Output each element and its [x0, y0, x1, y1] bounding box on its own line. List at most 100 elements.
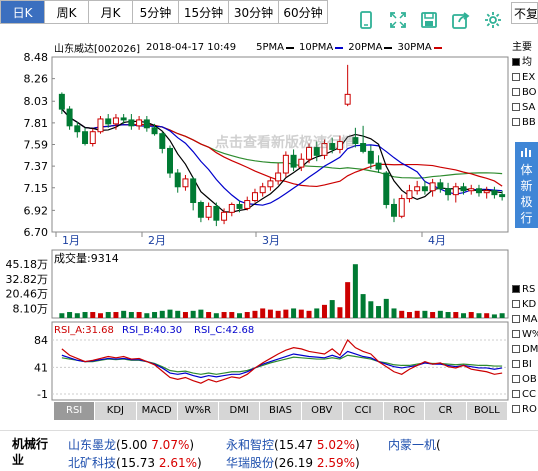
- ma-legend-group: 5PMA 10PMA 20PMA 30PMA: [256, 42, 442, 53]
- volume-bar: [237, 313, 243, 318]
- related-stock[interactable]: 北矿科技(15.73 2.61%): [68, 454, 202, 471]
- candle-body: [159, 133, 166, 149]
- related-stock[interactable]: 华瑞股份(26.19 2.59%): [226, 454, 360, 471]
- period-tab-5[interactable]: 30分钟: [228, 0, 278, 24]
- indicator-tab-obv[interactable]: OBV: [301, 402, 343, 420]
- period-tab-1[interactable]: 周K: [44, 0, 88, 24]
- fullscreen-icon[interactable]: [384, 8, 412, 32]
- right-panel-option[interactable]: SA: [512, 100, 538, 115]
- price-axis-label: 8.26: [24, 73, 49, 86]
- share-icon[interactable]: [447, 8, 475, 32]
- indicator-tab-boll[interactable]: BOLL: [466, 402, 508, 420]
- phone-icon[interactable]: [352, 8, 380, 32]
- candle-body: [391, 203, 397, 217]
- indicator-tab-kdj[interactable]: KDJ: [95, 402, 137, 420]
- candle-body: [97, 118, 104, 133]
- ma5-line: [61, 108, 503, 213]
- right-panel-option[interactable]: BI: [512, 357, 538, 372]
- volume-bar: [383, 298, 389, 318]
- volume-axis-label: 32.82万: [6, 273, 49, 286]
- candle-body: [275, 172, 282, 182]
- indicator-tab-cci[interactable]: CCI: [342, 402, 385, 420]
- volume-axis-label: 20.46万: [6, 288, 49, 301]
- right-panel-option[interactable]: KD: [512, 297, 538, 312]
- right-panel-option[interactable]: RO: [512, 402, 538, 417]
- right-panel-option[interactable]: MA: [512, 312, 538, 327]
- period-tab-2[interactable]: 月K: [88, 0, 132, 24]
- volume-bar: [406, 312, 412, 318]
- price-axis-label: 6.70: [24, 226, 49, 239]
- period-tab-4[interactable]: 15分钟: [178, 0, 228, 24]
- restore-select[interactable]: 不复权: [511, 2, 538, 24]
- toolbar-icons: [352, 8, 507, 36]
- indicator-tab-wrr[interactable]: W%R: [177, 402, 220, 420]
- candle-body: [282, 154, 289, 174]
- related-stock-price: (15.73: [116, 456, 159, 470]
- volume-bar: [368, 301, 374, 318]
- candle-body: [244, 200, 251, 209]
- indicator-tab-rsi[interactable]: RSI: [54, 402, 96, 420]
- price-axis-label: 6.92: [24, 204, 49, 217]
- related-stock-name: 华瑞股份: [226, 456, 275, 470]
- period-tab-6[interactable]: 60分钟: [278, 0, 328, 24]
- period-tab-3[interactable]: 5分钟: [132, 0, 178, 24]
- candle-body: [344, 93, 351, 105]
- candle-body: [445, 188, 452, 196]
- right-panel-option[interactable]: 均: [512, 55, 538, 70]
- right-panel-option[interactable]: OB: [512, 372, 538, 387]
- volume-bar: [190, 310, 196, 318]
- volume-bar: [376, 306, 382, 318]
- volume-bar: [74, 313, 80, 318]
- right-panel-option-label: EX: [522, 72, 536, 83]
- checkbox-icon: [512, 360, 520, 368]
- settings-gear-icon[interactable]: [479, 8, 507, 32]
- rsi-axis-label: -1: [37, 388, 48, 401]
- indicator-tab-cr[interactable]: CR: [425, 402, 467, 420]
- right-panel-option[interactable]: CC: [512, 387, 538, 402]
- related-stock[interactable]: 永和智控(15.47 5.02%): [226, 436, 360, 453]
- ma-legend-item: 30PMA: [397, 42, 442, 53]
- indicator-tab-bias[interactable]: BIAS: [260, 402, 302, 420]
- right-panel-option[interactable]: DM: [512, 342, 538, 357]
- indicator-tab-roc[interactable]: ROC: [384, 402, 426, 420]
- volume-bar: [476, 313, 482, 318]
- volume-bar: [244, 312, 250, 318]
- volume-bar: [352, 264, 358, 318]
- indicator-tab-macd[interactable]: MACD: [136, 402, 178, 420]
- ma-legend-swatch: [384, 46, 393, 49]
- volume-bar: [491, 314, 497, 318]
- watermark-text: 点击查看新版极速行情: [215, 135, 355, 151]
- indicator-tab-dmi[interactable]: DMI: [219, 402, 261, 420]
- new-version-button[interactable]: 体新极行: [515, 142, 538, 228]
- right-panel-option[interactable]: BB: [512, 115, 538, 130]
- right-panel-option[interactable]: W%: [512, 327, 538, 342]
- related-stock-price: (: [436, 438, 441, 452]
- checkbox-icon: [512, 330, 520, 338]
- volume-bar: [445, 312, 451, 318]
- related-stock[interactable]: 山东墨龙(5.00 7.07%): [68, 436, 194, 453]
- right-panel-option[interactable]: BO: [512, 85, 538, 100]
- kline-chart[interactable]: 8.48 8.26 8.03 7.81 7.59 7.37 7.15 6.92 6.70 1月 2月…: [0, 50, 512, 402]
- right-panel-option[interactable]: EX: [512, 70, 538, 85]
- stock-name: 山东威达[002026]: [54, 44, 140, 55]
- volume-bar: [97, 313, 103, 318]
- candle-body: [82, 131, 89, 145]
- checkbox-icon: [512, 345, 520, 353]
- related-stock[interactable]: 内蒙一机(: [388, 436, 441, 453]
- volume-bar: [267, 309, 273, 318]
- volume-bar: [360, 294, 366, 318]
- right-panel-option-label: MA: [522, 314, 538, 325]
- checkbox-icon: [512, 118, 520, 126]
- volume-bar: [90, 312, 96, 318]
- period-tab-0[interactable]: 日K: [0, 0, 44, 24]
- candle-body: [383, 172, 390, 205]
- right-panel-option[interactable]: RS: [512, 282, 538, 297]
- candle-body: [205, 205, 212, 218]
- volume-bar: [252, 310, 258, 318]
- ma-legend-swatch: [433, 46, 442, 49]
- volume-bar: [461, 313, 467, 318]
- rsi-b-line: [61, 350, 503, 379]
- ma-legend-item: 10PMA: [299, 42, 344, 53]
- volume-bar: [453, 312, 459, 318]
- save-icon[interactable]: [416, 8, 444, 32]
